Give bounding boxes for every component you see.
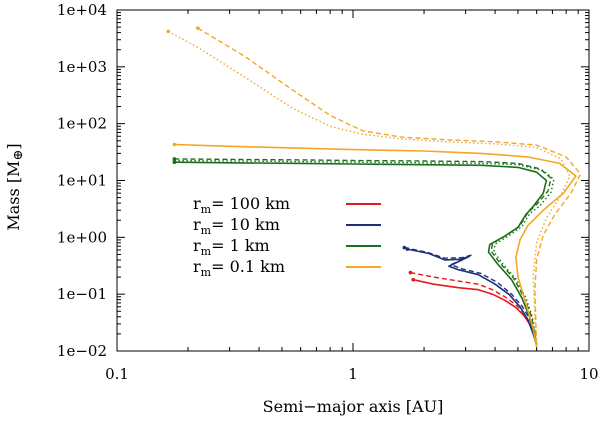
legend-value: = 0.1 km: [211, 257, 285, 276]
y-axis-title-close: ]: [4, 143, 23, 149]
legend-label: rm= 10 km: [193, 215, 280, 237]
legend-label: rm= 0.1 km: [193, 257, 285, 279]
ticks-layer: [116, 9, 590, 352]
series-line: [174, 159, 555, 347]
y-tick-label: 1e+00: [57, 228, 107, 246]
legend-prefix: r: [193, 257, 201, 276]
earth-symbol: ⊕: [11, 150, 26, 161]
y-tick-label: 1e−01: [57, 285, 107, 303]
labels-layer: 0.1 1 10 1e−02 1e−01 1e+00 1e+01 1e+02 1e+03 1e+0…: [57, 1, 599, 383]
series-start-point: [196, 26, 200, 30]
legend-prefix: r: [193, 215, 201, 234]
x-tick-label: 10: [579, 365, 598, 383]
x-axis-title: Semi−major axis [AU]: [263, 397, 444, 416]
series-start-point: [411, 277, 416, 282]
series-start-point: [166, 29, 171, 34]
series-line: [404, 246, 538, 345]
legend-prefix: r: [193, 236, 201, 255]
series-start-point: [172, 158, 177, 163]
legend-value: = 10 km: [211, 215, 280, 234]
series-start-point: [172, 142, 177, 147]
legend-subscript: m: [201, 266, 212, 279]
series-line: [167, 30, 571, 347]
y-tick-label: 1e+01: [57, 172, 107, 190]
x-tick-label: 0.1: [105, 365, 129, 383]
series-line: [197, 27, 582, 347]
series-line: [413, 278, 538, 345]
y-axis-title-main: Mass [M: [4, 161, 23, 231]
y-tick-label: 1e+03: [57, 58, 107, 76]
y-tick-label: 1e−02: [57, 342, 107, 360]
series-start-point: [402, 245, 407, 250]
y-tick-label: 1e+02: [57, 115, 107, 133]
plot-frame: [116, 9, 590, 352]
series-line: [407, 248, 538, 345]
legend-label: rm= 1 km: [193, 236, 270, 258]
legend-value: = 100 km: [211, 194, 290, 213]
y-tick-label: 1e+04: [57, 1, 107, 19]
series-line: [174, 158, 552, 347]
series-layer: [166, 26, 582, 347]
legend-subscript: m: [201, 245, 212, 258]
legend-subscript: m: [201, 203, 212, 216]
x-tick-label: 1: [348, 365, 358, 383]
y-axis-title: Mass [M⊕]: [4, 143, 26, 230]
legend-label: rm= 100 km: [193, 194, 290, 216]
legend-subscript: m: [201, 224, 212, 237]
legend-value: = 1 km: [211, 236, 270, 255]
series-start-point: [408, 270, 413, 275]
series-line: [174, 143, 577, 347]
legend-prefix: r: [193, 194, 201, 213]
